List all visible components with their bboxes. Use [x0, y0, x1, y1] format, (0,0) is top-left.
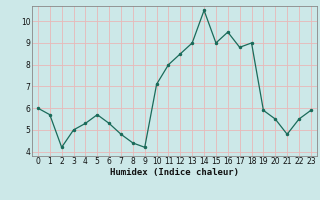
X-axis label: Humidex (Indice chaleur): Humidex (Indice chaleur) — [110, 168, 239, 177]
